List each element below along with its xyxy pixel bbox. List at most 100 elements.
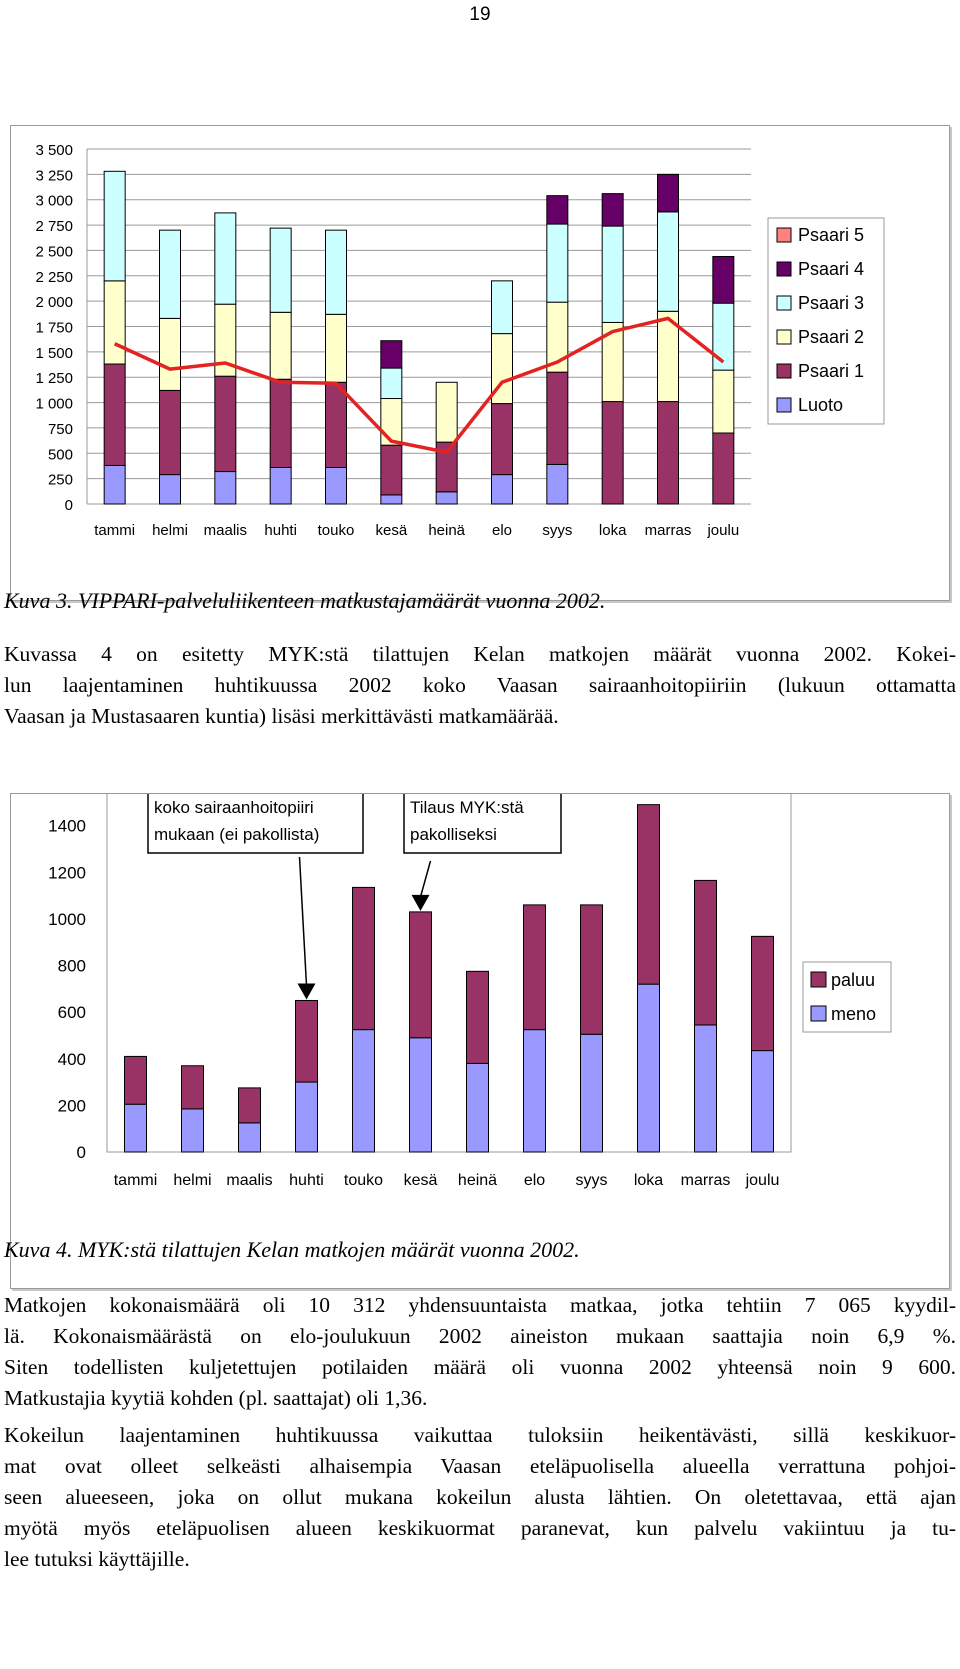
bar-segment-psaari-4 [546,195,569,225]
x-tick-label: tammi [114,1172,158,1189]
bar-segment-meno [352,1029,375,1153]
p2-line: lä. Kokonaismäärästä on elo-joulukuun 20… [4,1324,956,1348]
bar-segment-psaari-1 [601,401,624,505]
bar-segment-psaari-2 [380,398,403,446]
y-tick-label: 0 [65,497,73,514]
legend-label: Luoto [798,395,843,415]
bar-segment-psaari-2 [269,311,292,380]
x-tick-label: helmi [152,522,188,539]
bar-segment-psaari-4 [380,340,403,369]
x-tick-label: elo [524,1172,545,1189]
figure-caption-3: Kuva 3. VIPPARI-palveluliikenteen matkus… [4,588,606,613]
annotation-arrowhead [411,894,430,911]
annotation-text: koko sairaanhoitopiiri [154,798,314,817]
annotation-arrowhead [297,983,316,1000]
bar-segment-luoto [159,474,181,505]
p1-line: Kuvassa 4 on esitetty MYK:stä tilattujen… [4,642,956,666]
y-tick-label: 1 500 [35,345,73,362]
bar-segment-paluu [295,999,318,1083]
bar-segment-meno [523,1029,546,1153]
x-tick-label: huhti [289,1172,324,1189]
legend-swatch [776,227,792,243]
legend-swatch [776,329,792,345]
x-tick-label: heinä [428,522,465,539]
x-tick-label: touko [344,1172,383,1189]
bar-segment-paluu [637,804,660,985]
annotation-arrow [419,860,432,898]
y-tick-label: 1 250 [35,370,73,387]
bar-segment-paluu [694,879,717,1026]
bar-segment-paluu [181,1065,204,1110]
legend-swatch [776,261,792,277]
bar-segment-luoto [491,474,513,505]
bar-segment-meno [466,1062,489,1153]
bar-segment-psaari-1 [103,363,126,466]
x-tick-label: joulu [706,522,739,539]
bar-segment-luoto [546,463,569,505]
p3-line: myötä myös eteläpuolisen alueen keskikuo… [4,1516,956,1540]
x-tick-label: kesä [375,522,407,539]
x-tick-label: joulu [745,1172,780,1189]
y-tick-label: 2 250 [35,269,73,286]
p3-line: Kokeilun laajentaminen huhtikuussa vaiku… [4,1423,956,1447]
x-tick-label: elo [492,522,512,539]
paragraph-1: Kuvassa 4 on esitetty MYK:stä tilattujen… [4,639,956,732]
y-tick-label: 1400 [48,817,86,836]
bar-segment-paluu [238,1087,261,1124]
legend-swatch [810,1005,827,1022]
x-tick-label: kesä [404,1172,438,1189]
y-tick-label: 1 000 [35,396,73,413]
bar-segment-psaari-4 [712,256,735,304]
bar-segment-psaari-2 [435,381,458,443]
bar-segment-psaari-3 [657,211,679,312]
bar-segment-meno [409,1037,432,1153]
bar-segment-paluu [580,904,603,1035]
bar-segment-psaari-2 [712,369,735,434]
y-tick-label: 1200 [48,863,86,882]
bar-segment-psaari-4 [601,193,624,227]
bar-segment-meno [238,1122,261,1153]
legend-swatch [776,397,792,413]
y-tick-label: 200 [58,1096,86,1115]
y-tick-label: 250 [48,472,73,489]
legend-label: Psaari 3 [798,293,864,313]
p1-line: Vaasan ja Mustasaaren kuntia) lisäsi mer… [4,704,559,728]
p2-line: Siten todellisten kuljetettujen potilaid… [4,1355,956,1379]
bar-segment-psaari-2 [325,313,347,383]
annotation-text: Tilaus MYK:stä [410,798,524,817]
bar-segment-psaari-1 [491,403,513,476]
y-tick-label: 2 000 [35,294,73,311]
bar-segment-psaari-3 [159,229,181,319]
x-tick-label: syys [542,522,572,539]
x-tick-label: heinä [458,1172,497,1189]
bar-segment-psaari-2 [159,317,181,391]
bar-segment-meno [694,1024,717,1153]
y-tick-label: 400 [58,1050,86,1069]
legend-label: Psaari 2 [798,327,864,347]
x-tick-label: helmi [173,1172,211,1189]
bar-segment-psaari-3 [269,227,292,313]
legend-box [767,217,885,425]
passenger-chart: 0 250 500 750 1 000 1 250 1 500 1 750 2 000 2 250… [10,125,950,601]
x-tick-label: touko [318,522,355,539]
bar-segment-paluu [523,904,546,1031]
bar-segment-meno [751,1050,774,1153]
legend-swatch [776,363,792,379]
bar-segment-paluu [466,970,489,1064]
x-tick-label: loka [599,522,627,539]
bar-segment-psaari-1 [657,401,679,505]
bar-segment-luoto [380,494,403,505]
annotation-box [147,790,364,854]
annotation-text: pakolliseksi [410,825,497,844]
x-tick-label: tammi [94,522,135,539]
bar-segment-luoto [214,471,237,505]
x-tick-label: syys [576,1172,608,1189]
paragraph-3: Kokeilun laajentaminen huhtikuussa vaiku… [4,1420,956,1575]
bar-segment-psaari-3 [325,229,347,315]
legend-label: Psaari 5 [798,225,864,245]
bar-segment-luoto [435,491,458,505]
y-tick-label: 3 250 [35,167,73,184]
bar-segment-psaari-3 [214,212,237,305]
y-tick-label: 600 [58,1003,86,1022]
y-tick-label: 1 750 [35,320,73,337]
